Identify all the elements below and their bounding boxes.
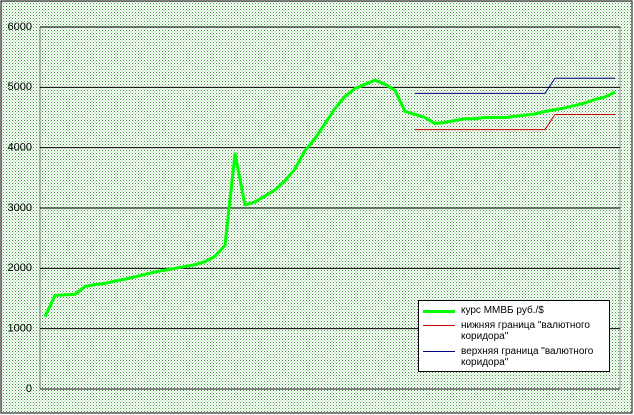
y-tick-label: 2000 [8, 262, 32, 274]
legend-label: нижняя граница "валютного коридора" [461, 320, 590, 342]
legend-swatch [423, 310, 455, 313]
data-line [415, 113, 615, 131]
legend-label: верхняя граница "валютного коридора" [461, 346, 594, 368]
y-tick-label: 0 [26, 383, 32, 395]
y-tick-label: 6000 [8, 21, 32, 33]
data-line [43, 78, 616, 318]
legend-entry: нижняя граница "валютного коридора" [419, 320, 609, 342]
legend: курс ММВБ руб./$ нижняя граница "валютног… [418, 300, 610, 372]
y-tick-label: 1000 [8, 323, 32, 335]
legend-entry: верхняя граница "валютного коридора" [419, 346, 609, 368]
y-tick-label: 3000 [8, 202, 32, 214]
y-tick-label: 5000 [8, 81, 32, 93]
legend-swatch [423, 325, 455, 326]
legend-label: курс ММВБ руб./$ [461, 305, 544, 316]
data-line [415, 77, 615, 94]
y-tick-label: 4000 [8, 142, 32, 154]
legend-swatch [423, 351, 455, 352]
legend-entry: курс ММВБ руб./$ [419, 305, 609, 316]
